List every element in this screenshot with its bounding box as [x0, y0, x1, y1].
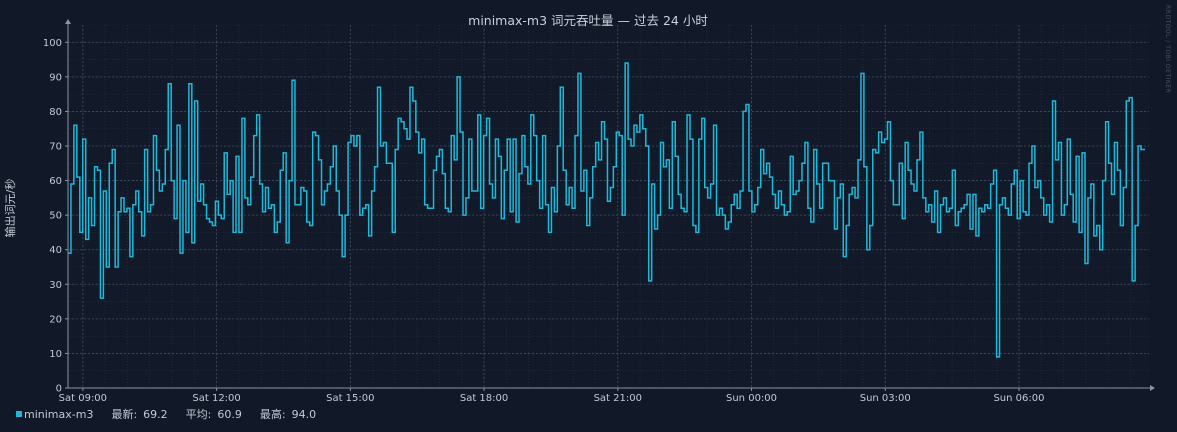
- legend: minimax-m3 最新: 69.2 平均: 60.9 最高: 94.0: [16, 406, 316, 422]
- y-tick-label: 10: [49, 349, 62, 360]
- chart-title: minimax-m3 词元吞吐量 — 过去 24 小时: [468, 13, 708, 28]
- x-tick-label: Sat 15:00: [326, 393, 374, 404]
- legend-swatch: [16, 411, 22, 417]
- x-tick-label: Sun 03:00: [860, 393, 911, 404]
- y-tick-label: 80: [49, 107, 62, 118]
- latest-value: 69.2: [143, 408, 168, 421]
- y-tick-label: 70: [49, 142, 62, 153]
- average-value: 60.9: [217, 408, 242, 421]
- latest-label: 最新:: [111, 406, 137, 422]
- max-value: 94.0: [292, 408, 317, 421]
- plot-background: [68, 25, 1149, 388]
- y-tick-label: 100: [43, 38, 62, 49]
- x-tick-label: Sat 18:00: [460, 393, 508, 404]
- average-label: 平均:: [186, 406, 212, 422]
- legend-series-name: minimax-m3: [24, 408, 93, 421]
- y-axis-arrow: [65, 19, 71, 24]
- x-tick-label: Sun 06:00: [993, 393, 1044, 404]
- x-tick-label: Sat 09:00: [59, 393, 107, 404]
- y-axis-label: 输出词元/秒: [3, 179, 17, 238]
- y-tick-label: 30: [49, 280, 62, 291]
- y-tick-label: 90: [49, 72, 62, 83]
- y-tick-label: 20: [49, 314, 62, 325]
- watermark-text: RRDTOOL / TOBI OETIKER: [1164, 5, 1171, 93]
- x-tick-label: Sat 21:00: [594, 393, 642, 404]
- grid-layer: [68, 25, 1149, 388]
- y-tick-label: 60: [49, 176, 62, 187]
- x-axis-arrow: [1150, 385, 1155, 391]
- y-tick-label: 50: [49, 211, 62, 222]
- x-tick-label: Sat 12:00: [192, 393, 240, 404]
- max-label: 最高:: [260, 406, 286, 422]
- y-tick-label: 40: [49, 245, 62, 256]
- x-tick-label: Sun 00:00: [726, 393, 777, 404]
